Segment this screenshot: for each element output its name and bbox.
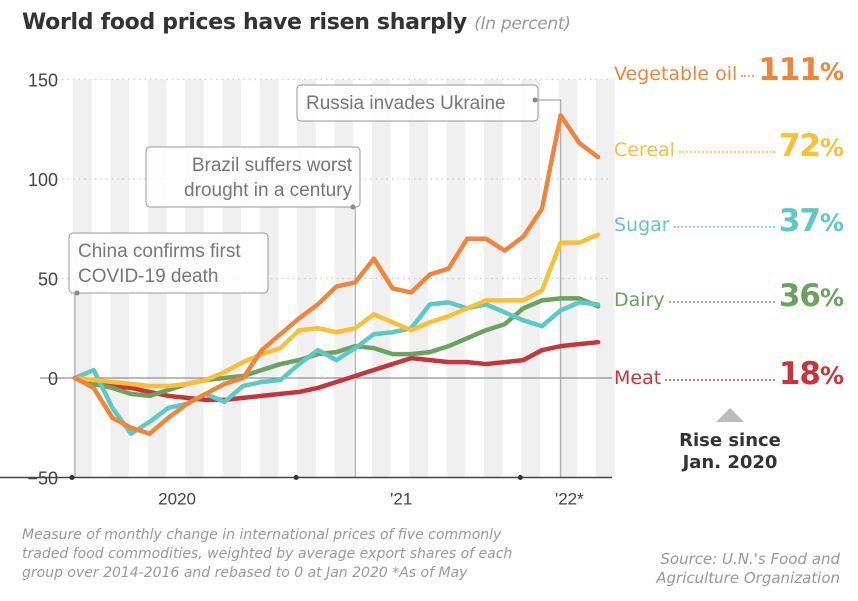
month-stripe	[596, 79, 615, 478]
annotation: Brazil suffers worst drought in a century	[145, 146, 361, 478]
rise-label-line: Jan. 2020	[682, 452, 778, 473]
y-tick-label: 100	[28, 170, 58, 190]
legend-unit: %	[819, 362, 844, 390]
x-axis-year-marker	[69, 475, 75, 480]
source-note: Source: U.N.'s Food and Agriculture Orga…	[656, 550, 840, 588]
legend-label: Vegetable oil	[614, 63, 738, 85]
footnote: Measure of monthly change in internation…	[22, 526, 512, 583]
legend-leader	[741, 75, 755, 77]
annotation-dot	[532, 97, 538, 103]
legend-label: Cereal	[614, 139, 675, 161]
legend-leader	[678, 151, 775, 153]
x-tick-label: 2020	[158, 490, 196, 509]
subtitle-text: (In percent)	[474, 14, 571, 34]
legend-value: 111	[758, 52, 821, 88]
legend-unit: %	[819, 58, 844, 86]
legend-unit: %	[819, 209, 844, 237]
y-tick-label: −50	[27, 469, 58, 489]
legend-item-dairy: Dairy 36%	[614, 278, 844, 314]
annotation-text: drought in a century	[184, 180, 352, 201]
legend-item-meat: Meat 18%	[614, 356, 844, 392]
annotation-dot	[74, 290, 80, 296]
legend-value: 36	[778, 278, 821, 314]
annotation-dot	[350, 204, 356, 210]
annotation-text: Russia invades Ukraine	[306, 93, 506, 114]
x-axis-year-marker	[517, 475, 523, 480]
y-tick-label: 50	[38, 270, 58, 290]
legend-value: 18	[778, 356, 821, 392]
y-tick-label: 0	[48, 369, 58, 389]
annotation: Russia invades Ukraine	[296, 84, 562, 478]
annotation-leader	[535, 99, 562, 478]
legend-label: Sugar	[614, 214, 670, 236]
series-line-vegetable-oil	[72, 113, 601, 436]
source-line: Agriculture Organization	[656, 569, 840, 587]
footnote-line: Measure of monthly change in internation…	[22, 527, 502, 543]
footnote-line: traded food commodities, weighted by ave…	[22, 546, 513, 562]
legend-value: 72	[778, 128, 821, 164]
annotation-text: China confirms first	[78, 241, 241, 262]
legend-label: Dairy	[614, 289, 665, 311]
legend-item-sugar: Sugar 37%	[614, 203, 844, 239]
legend-value: 37	[778, 203, 821, 239]
legend-label: Meat	[614, 367, 662, 389]
title-text: World food prices have risen sharply	[22, 10, 467, 35]
annotation-box	[68, 232, 269, 294]
source-line: Source: U.N.'s Food and	[660, 550, 840, 568]
series-line-cereal	[72, 232, 601, 389]
chart-title: World food prices have risen sharply (In…	[22, 10, 571, 35]
legend-leader	[673, 226, 775, 228]
series-line-sugar	[72, 300, 601, 436]
y-tick-label: 150	[28, 71, 58, 91]
legend-leader	[668, 301, 775, 303]
rise-label-line: Rise since	[679, 430, 781, 451]
legend-leader	[665, 379, 775, 381]
legend-unit: %	[819, 134, 844, 162]
legend-item-cereal: Cereal 72%	[614, 128, 844, 164]
annotation: China confirms first COVID-19 death	[68, 232, 269, 478]
x-tick-label: '21	[390, 490, 412, 509]
series-line-meat	[72, 339, 601, 403]
annotation-box	[145, 146, 361, 208]
up-triangle-icon	[716, 408, 744, 422]
x-axis-year-marker	[293, 475, 299, 480]
annotation-box	[296, 84, 539, 122]
legend-item-vegetable-oil: Vegetable oil 111%	[614, 52, 844, 88]
month-stripe	[446, 79, 466, 478]
annotation-text: Brazil suffers worst	[192, 155, 353, 176]
footnote-line: group over 2014-2016 and rebased to 0 at…	[22, 565, 468, 581]
legend-unit: %	[819, 284, 844, 312]
series-line-dairy	[72, 296, 601, 399]
annotation-text: COVID-19 death	[78, 266, 218, 287]
x-tick-label: '22*	[555, 490, 584, 509]
rise-label: Rise since Jan. 2020	[660, 430, 800, 474]
